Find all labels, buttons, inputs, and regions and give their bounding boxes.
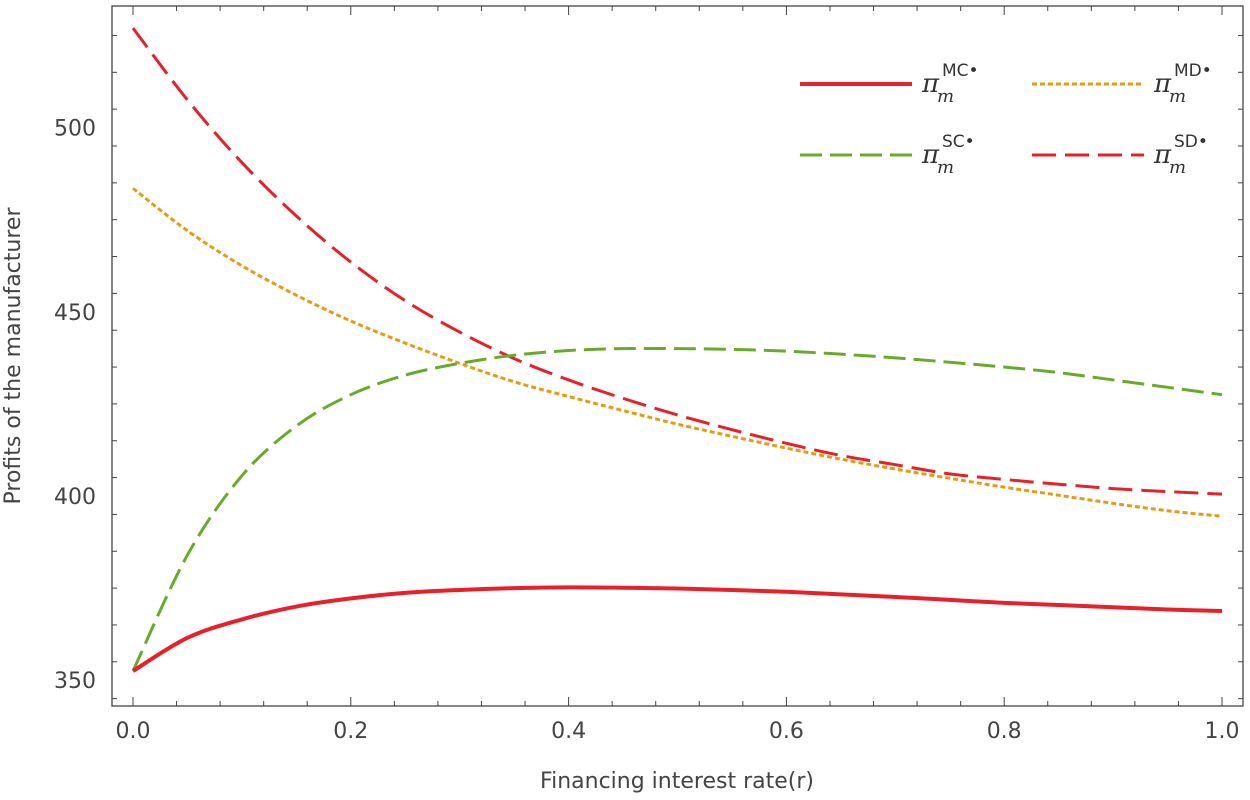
legend-item-sd: πm SD• xyxy=(1032,132,1208,178)
legend-symbol: π xyxy=(1153,140,1172,170)
x-axis-title: Financing interest rate(r) xyxy=(540,769,814,794)
legend-subscript: m xyxy=(1169,157,1186,178)
legend-item-md: πm MD• xyxy=(1032,61,1212,107)
y-tick-label: 350 xyxy=(54,669,96,694)
series-line-mc xyxy=(131,585,1223,673)
legend-item-mc: πm MC• xyxy=(800,61,979,107)
legend-subscript: m xyxy=(937,86,954,107)
x-tick-label: 0.6 xyxy=(769,719,804,744)
x-tick-label: 1.0 xyxy=(1205,719,1240,744)
y-tick-label: 500 xyxy=(54,117,96,142)
x-tick-label: 0.8 xyxy=(987,719,1022,744)
y-tick-label: 450 xyxy=(54,301,96,326)
x-tick-label: 0.0 xyxy=(116,719,151,744)
y-tick-label: 400 xyxy=(54,485,96,510)
legend-symbol: π xyxy=(921,140,940,170)
series-line-sc xyxy=(131,346,1223,672)
series-lines xyxy=(131,27,1223,673)
axis-ticks xyxy=(112,6,1243,706)
legend-superscript: MD• xyxy=(1174,61,1212,81)
legend-symbol: π xyxy=(921,69,940,99)
legend-subscript: m xyxy=(937,157,954,178)
plot-frame xyxy=(111,5,1244,707)
legend-item-sc: πm SC• xyxy=(800,132,975,178)
tick-labels: 0.0 0.2 0.4 0.6 0.8 1.0 350 400 450 500 xyxy=(54,117,1240,744)
x-tick-label: 0.2 xyxy=(333,719,368,744)
legend-superscript: MC• xyxy=(942,61,979,81)
legend-symbol: π xyxy=(1153,69,1172,99)
legend-superscript: SC• xyxy=(942,132,975,152)
x-tick-label: 0.4 xyxy=(551,719,586,744)
series-line-md xyxy=(132,187,1223,518)
legend-subscript: m xyxy=(1169,86,1186,107)
legend-superscript: SD• xyxy=(1174,132,1208,152)
y-axis-title: Profits of the manufacturer xyxy=(1,207,26,505)
series-line-sd xyxy=(131,27,1223,496)
